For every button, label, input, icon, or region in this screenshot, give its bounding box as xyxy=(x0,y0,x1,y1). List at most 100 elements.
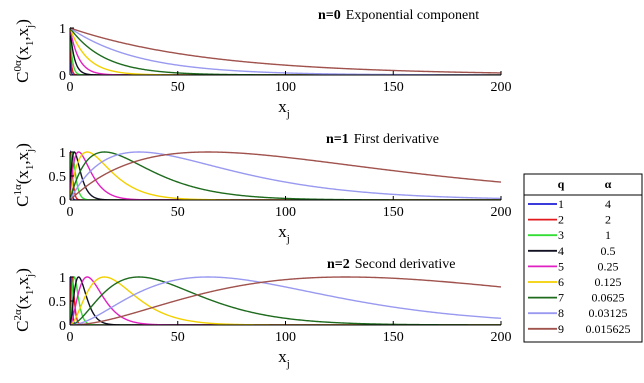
y-tick-label: 1 xyxy=(59,271,66,286)
y-tick-label: 0 xyxy=(59,319,66,334)
panel-title-bold: n=0 xyxy=(318,8,341,23)
y-tick-label: 0.5 xyxy=(49,295,67,310)
x-tick-label: 0 xyxy=(67,330,74,345)
series-line-q9 xyxy=(70,27,501,74)
x-tick-label: 200 xyxy=(491,205,512,220)
legend-q-label: 8 xyxy=(558,306,564,320)
y-tick-label: 0.5 xyxy=(49,170,67,185)
series-line-q3 xyxy=(70,151,501,200)
y-tick-label: 1 xyxy=(59,22,66,37)
x-label-sub: j xyxy=(286,108,290,120)
x-label-sub: j xyxy=(286,233,290,245)
y-tick-label: 0 xyxy=(59,194,66,209)
x-tick-label: 150 xyxy=(383,80,404,95)
y-label-sub1: 1 xyxy=(24,290,36,296)
panel-title-text: Exponential component xyxy=(346,8,479,23)
legend-q-label: 1 xyxy=(558,197,564,211)
legend-q-label: 9 xyxy=(558,322,564,336)
y-label-sup: 0α xyxy=(12,60,24,72)
x-label-sub: j xyxy=(286,358,290,370)
legend-q-label: 7 xyxy=(558,291,564,305)
panel-title: n=1 First derivative xyxy=(326,132,439,147)
legend-alpha-label: 0.5 xyxy=(601,244,616,258)
legend-header-alpha: α xyxy=(605,177,612,191)
x-tick-label: 50 xyxy=(171,80,185,95)
legend-alpha-label: 0.0625 xyxy=(592,291,625,305)
y-label-mid: ,x xyxy=(13,276,32,289)
y-axis-label: C1α(x1,xj) xyxy=(12,143,36,207)
x-tick-label: 150 xyxy=(383,205,404,220)
x-tick-label: 100 xyxy=(275,80,296,95)
x-label-main: x xyxy=(278,222,287,241)
y-label-sub1: 1 xyxy=(24,165,36,171)
legend-alpha-label: 0.25 xyxy=(598,259,619,273)
panel-n1: 0 50 100 150 200 0 0.5 1 n=1 First derivative C1α(… xyxy=(12,132,512,245)
y-label-sub2: j xyxy=(24,149,36,153)
y-label-end: ) xyxy=(13,143,32,149)
x-tick-label: 150 xyxy=(383,330,404,345)
y-label-mid: ,x xyxy=(13,27,32,40)
y-tick-label: 0 xyxy=(59,69,66,84)
panel-title: n=2 Second derivative xyxy=(327,257,455,272)
y-label-end: ) xyxy=(13,19,32,25)
series-line-q6 xyxy=(70,151,501,200)
legend-q-label: 5 xyxy=(558,259,564,273)
y-tick-label: 1 xyxy=(59,146,66,161)
series-line-q4 xyxy=(70,151,501,200)
x-tick-label: 200 xyxy=(491,330,512,345)
panel-n0: 0 50 100 150 200 0 1 n=0 Exponential component C0… xyxy=(12,8,512,120)
y-label-c: C xyxy=(13,72,32,83)
panel-n2: 0 50 100 150 200 0 0.5 1 n=2 Second derivative C2α… xyxy=(12,257,512,370)
y-label-end: ) xyxy=(13,268,32,274)
series-line-q6 xyxy=(70,276,501,325)
legend-alpha-label: 1 xyxy=(605,228,611,242)
y-label-args: (x xyxy=(13,46,32,61)
y-label-args: (x xyxy=(13,170,32,185)
legend-q-label: 6 xyxy=(558,275,564,289)
series-line-q9 xyxy=(70,151,501,200)
x-label-main: x xyxy=(278,97,287,116)
x-tick-label: 50 xyxy=(171,205,185,220)
panel-title-bold: n=2 xyxy=(327,257,350,272)
x-tick-label: 0 xyxy=(67,205,74,220)
legend-alpha-label: 2 xyxy=(605,213,611,227)
legend-alpha-label: 0.125 xyxy=(595,275,622,289)
legend-alpha-label: 0.03125 xyxy=(589,306,628,320)
series-line-q4 xyxy=(70,27,501,75)
y-label-sub2: j xyxy=(24,25,36,29)
legend-q-label: 3 xyxy=(558,228,564,242)
x-tick-label: 200 xyxy=(491,80,512,95)
x-tick-label: 0 xyxy=(67,80,74,95)
y-label-args: (x xyxy=(13,295,32,310)
legend-header-q: q xyxy=(558,177,565,191)
series-line-q7 xyxy=(70,27,501,75)
legend-q-label: 4 xyxy=(558,244,564,258)
x-tick-label: 100 xyxy=(275,330,296,345)
panel-title: n=0 Exponential component xyxy=(318,8,479,23)
y-label-sup: 2α xyxy=(12,309,24,321)
series-line-q5 xyxy=(70,27,501,75)
panel-title-text: First derivative xyxy=(354,132,439,147)
series-line-q3 xyxy=(70,276,501,325)
series-line-q3 xyxy=(70,27,501,75)
series-line-q4 xyxy=(70,276,501,325)
series-line-q8 xyxy=(70,27,501,75)
y-label-sup: 1α xyxy=(12,184,24,196)
panel-title-text: Second derivative xyxy=(355,257,456,272)
x-tick-label: 100 xyxy=(275,205,296,220)
x-tick-label: 50 xyxy=(171,330,185,345)
y-axis-label: C0α(x1,xj) xyxy=(12,19,36,83)
x-axis-label: xj xyxy=(278,347,290,370)
y-axis-label: C2α(x1,xj) xyxy=(12,268,36,332)
y-label-sub1: 1 xyxy=(24,41,36,47)
legend-q-label: 2 xyxy=(558,213,564,227)
x-axis-label: xj xyxy=(278,97,290,120)
x-label-main: x xyxy=(278,347,287,366)
series-line-q8 xyxy=(70,276,501,325)
legend-alpha-label: 0.015625 xyxy=(586,322,631,336)
y-label-sub2: j xyxy=(24,274,36,278)
legend-alpha-label: 4 xyxy=(605,197,611,211)
y-label-mid: ,x xyxy=(13,151,32,164)
